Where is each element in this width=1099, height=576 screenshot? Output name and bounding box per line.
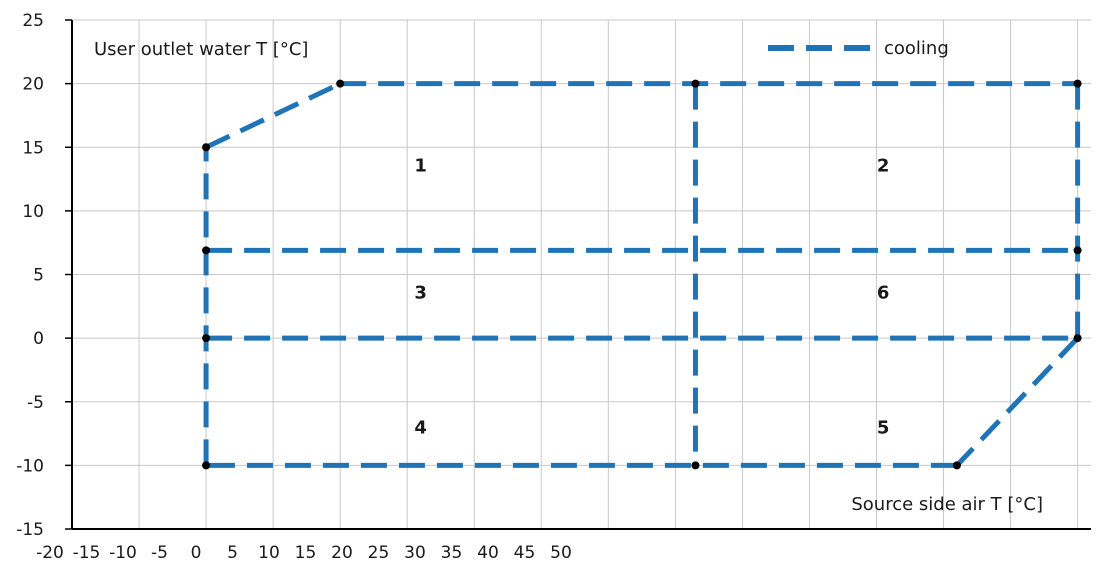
y-tick-label: 25: [22, 11, 44, 31]
vertex-marker: [1073, 246, 1082, 255]
vertex-marker: [691, 79, 700, 88]
axes: [65, 19, 1091, 530]
cooling-boundary-segment: [205, 81, 342, 150]
vertex-marker: [1073, 79, 1082, 88]
y-axis-label: User outlet water T [°C]: [94, 39, 308, 60]
x-axis-label: Source side air T [°C]: [851, 494, 1043, 515]
vertex-marker: [202, 334, 211, 343]
y-tick-label: 0: [33, 329, 44, 349]
x-tick-label: 50: [550, 543, 572, 563]
vertex-marker: [691, 461, 700, 470]
y-tick-label: 5: [33, 266, 44, 286]
y-tick-label: -10: [16, 456, 44, 476]
x-tick-label: 0: [191, 543, 202, 563]
x-tick-label: 10: [258, 543, 280, 563]
region-label-4: 4: [414, 418, 427, 439]
y-tick-label: 15: [22, 138, 44, 158]
x-tick-label: 45: [514, 543, 536, 563]
x-tick-label: -15: [73, 543, 101, 563]
vertex-marker: [336, 79, 345, 88]
y-tick-label: -5: [27, 393, 44, 413]
x-tick-label: -20: [36, 543, 64, 563]
region-label-6: 6: [877, 283, 890, 304]
x-tick-label: 20: [331, 543, 353, 563]
region-label-5: 5: [877, 418, 890, 439]
x-tick-label: 35: [441, 543, 463, 563]
x-tick-label: -10: [109, 543, 137, 563]
grid: [72, 19, 1091, 529]
x-tick-label: 5: [227, 543, 238, 563]
cooling-boundary-segment: [955, 336, 1080, 468]
vertex-marker: [202, 246, 211, 255]
x-tick-label: -5: [151, 543, 168, 563]
region-label-1: 1: [414, 155, 427, 176]
x-tick-label: 25: [368, 543, 390, 563]
series-cooling: [203, 81, 1081, 468]
vertex-marker: [202, 461, 211, 470]
y-tick-label: -15: [16, 520, 44, 540]
y-tick-label: 10: [22, 202, 44, 222]
y-tick-label: 20: [22, 75, 44, 95]
x-tick-label: 30: [404, 543, 426, 563]
region-label-3: 3: [414, 283, 427, 304]
x-tick-label: 40: [477, 543, 499, 563]
vertex-markers: [202, 79, 1082, 470]
vertex-marker: [952, 461, 961, 470]
legend-label: cooling: [884, 38, 949, 59]
legend: cooling: [768, 38, 949, 59]
vertex-marker: [202, 143, 211, 152]
region-label-2: 2: [877, 155, 890, 176]
region-labels: 1 2 3 6 4 5: [414, 155, 889, 438]
vertex-marker: [1073, 334, 1082, 343]
x-tick-label: 15: [295, 543, 317, 563]
